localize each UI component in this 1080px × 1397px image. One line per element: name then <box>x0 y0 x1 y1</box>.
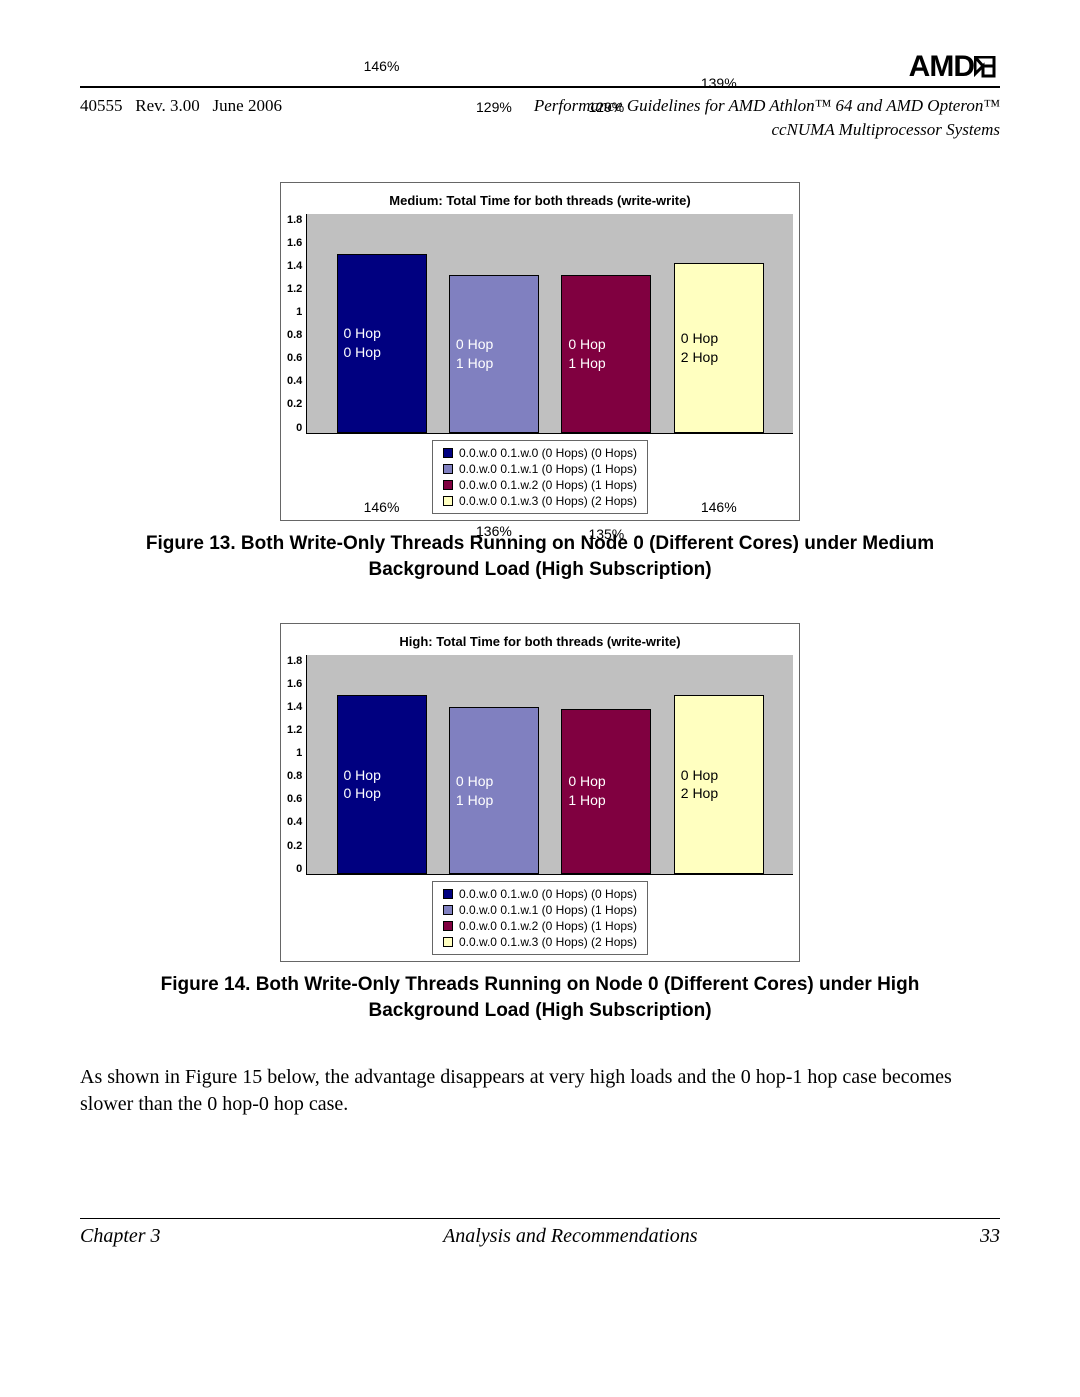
footer-page-number: 33 <box>980 1225 1000 1248</box>
legend-row: 0.0.w.0 0.1.w.3 (0 Hops) (2 Hops) <box>443 934 637 950</box>
legend-row: 0.0.w.0 0.1.w.3 (0 Hops) (2 Hops) <box>443 493 637 509</box>
legend-row: 0.0.w.0 0.1.w.1 (0 Hops) (1 Hops) <box>443 902 637 918</box>
legend-row: 0.0.w.0 0.1.w.2 (0 Hops) (1 Hops) <box>443 918 637 934</box>
y-axis-ticks: 1.81.61.41.210.80.60.40.20 <box>287 214 306 434</box>
header-rule <box>80 86 1000 88</box>
chart-bar: 146%0 Hop2 Hop <box>674 695 764 873</box>
chart-bar: 146%0 Hop0 Hop <box>337 254 427 432</box>
page-footer: Chapter 3 Analysis and Recommendations 3… <box>80 1225 1000 1248</box>
header-meta: 40555 Rev. 3.00 June 2006 <box>80 94 282 142</box>
figure-13-caption: Figure 13. Both Write-Only Threads Runni… <box>140 531 940 582</box>
figure-14-caption: Figure 14. Both Write-Only Threads Runni… <box>140 972 940 1023</box>
plot-area: 146%0 Hop0 Hop129%0 Hop1 Hop129%0 Hop1 H… <box>306 214 793 434</box>
chart-bar: 136%0 Hop1 Hop <box>449 707 539 873</box>
chart-title: Medium: Total Time for both threads (wri… <box>287 193 793 208</box>
figure-13-chart: Medium: Total Time for both threads (wri… <box>280 182 800 522</box>
legend-row: 0.0.w.0 0.1.w.0 (0 Hops) (0 Hops) <box>443 445 637 461</box>
chart-title: High: Total Time for both threads (write… <box>287 634 793 649</box>
y-axis-ticks: 1.81.61.41.210.80.60.40.20 <box>287 655 306 875</box>
legend-row: 0.0.w.0 0.1.w.0 (0 Hops) (0 Hops) <box>443 886 637 902</box>
chart-bar: 135%0 Hop1 Hop <box>561 709 651 874</box>
chart-bar: 139%0 Hop2 Hop <box>674 263 764 433</box>
chart-bar: 129%0 Hop1 Hop <box>449 275 539 433</box>
footer-chapter: Chapter 3 <box>80 1225 161 1248</box>
legend-row: 0.0.w.0 0.1.w.2 (0 Hops) (1 Hops) <box>443 477 637 493</box>
amd-logo: AMD <box>80 50 1000 86</box>
body-paragraph: As shown in Figure 15 below, the advanta… <box>80 1064 1000 1118</box>
footer-section: Analysis and Recommendations <box>443 1225 697 1248</box>
legend: 0.0.w.0 0.1.w.0 (0 Hops) (0 Hops)0.0.w.0… <box>432 881 648 956</box>
legend-row: 0.0.w.0 0.1.w.1 (0 Hops) (1 Hops) <box>443 461 637 477</box>
page-header: 40555 Rev. 3.00 June 2006 Performance Gu… <box>80 94 1000 142</box>
plot-area: 146%0 Hop0 Hop136%0 Hop1 Hop135%0 Hop1 H… <box>306 655 793 875</box>
chart-bar: 146%0 Hop0 Hop <box>337 695 427 873</box>
figure-14-chart: High: Total Time for both threads (write… <box>280 623 800 963</box>
footer-rule <box>80 1218 1000 1219</box>
legend: 0.0.w.0 0.1.w.0 (0 Hops) (0 Hops)0.0.w.0… <box>432 440 648 515</box>
chart-bar: 129%0 Hop1 Hop <box>561 275 651 433</box>
